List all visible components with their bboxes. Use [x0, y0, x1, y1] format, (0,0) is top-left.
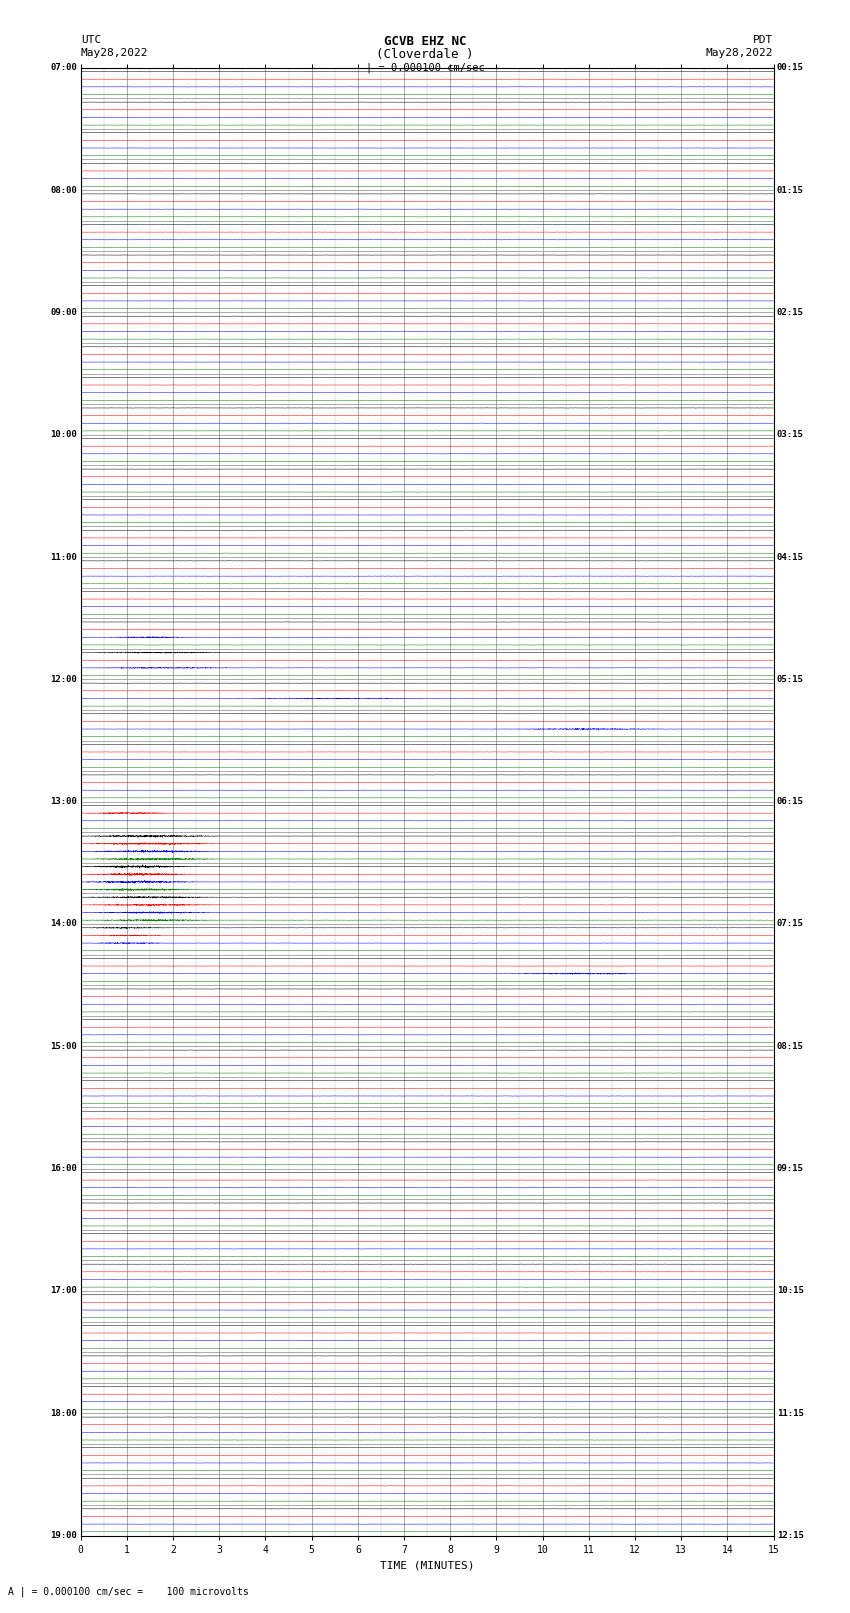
- Text: 05:15: 05:15: [777, 674, 804, 684]
- Text: 08:15: 08:15: [777, 1042, 804, 1050]
- Text: 06:15: 06:15: [777, 797, 804, 806]
- Text: 09:00: 09:00: [50, 308, 77, 316]
- Text: 13:00: 13:00: [50, 797, 77, 806]
- Text: 18:00: 18:00: [50, 1408, 77, 1418]
- Text: A | = 0.000100 cm/sec =    100 microvolts: A | = 0.000100 cm/sec = 100 microvolts: [8, 1586, 249, 1597]
- Text: 03:15: 03:15: [777, 431, 804, 439]
- X-axis label: TIME (MINUTES): TIME (MINUTES): [380, 1560, 474, 1569]
- Text: May28,2022: May28,2022: [81, 48, 148, 58]
- Text: (Cloverdale ): (Cloverdale ): [377, 48, 473, 61]
- Text: May28,2022: May28,2022: [706, 48, 774, 58]
- Text: 11:15: 11:15: [777, 1408, 804, 1418]
- Text: 08:00: 08:00: [50, 185, 77, 195]
- Text: 16:00: 16:00: [50, 1165, 77, 1173]
- Text: 15:00: 15:00: [50, 1042, 77, 1050]
- Text: 09:15: 09:15: [777, 1165, 804, 1173]
- Text: GCVB EHZ NC: GCVB EHZ NC: [383, 35, 467, 48]
- Text: 14:00: 14:00: [50, 919, 77, 929]
- Text: 12:00: 12:00: [50, 674, 77, 684]
- Text: 12:15: 12:15: [777, 1531, 804, 1540]
- Text: 11:00: 11:00: [50, 553, 77, 561]
- Text: 00:15: 00:15: [777, 63, 804, 73]
- Text: UTC: UTC: [81, 35, 101, 45]
- Text: 19:00: 19:00: [50, 1531, 77, 1540]
- Text: 02:15: 02:15: [777, 308, 804, 316]
- Text: PDT: PDT: [753, 35, 774, 45]
- Text: 10:00: 10:00: [50, 431, 77, 439]
- Text: 04:15: 04:15: [777, 553, 804, 561]
- Text: 10:15: 10:15: [777, 1287, 804, 1295]
- Text: 07:15: 07:15: [777, 919, 804, 929]
- Text: | = 0.000100 cm/sec: | = 0.000100 cm/sec: [366, 63, 484, 74]
- Text: 17:00: 17:00: [50, 1287, 77, 1295]
- Text: 01:15: 01:15: [777, 185, 804, 195]
- Text: 07:00: 07:00: [50, 63, 77, 73]
